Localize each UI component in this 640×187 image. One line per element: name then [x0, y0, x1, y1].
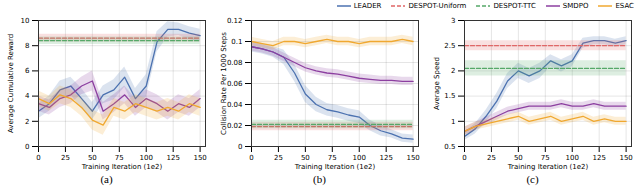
svg-text:0.1: 0.1	[231, 38, 242, 46]
svg-text:50: 50	[301, 154, 310, 162]
svg-text:6: 6	[25, 67, 30, 75]
svg-text:0.02: 0.02	[227, 122, 243, 130]
svg-text:150: 150	[406, 154, 419, 162]
svg-text:0: 0	[462, 154, 466, 162]
svg-text:0.12: 0.12	[227, 17, 243, 25]
html-text:DESPOT-TTC: DESPOT-TTC	[493, 2, 536, 10]
svg-text:0.08: 0.08	[227, 59, 243, 67]
svg-text:0: 0	[249, 154, 253, 162]
svg-text:Training Iteration (1e2): Training Iteration (1e2)	[507, 163, 589, 171]
svg-text:Collision Rate Per 1000 Steps: Collision Rate Per 1000 Steps	[220, 32, 228, 135]
svg-text:1: 1	[451, 118, 455, 126]
svg-text:Average Speed: Average Speed	[433, 57, 441, 110]
svg-text:100: 100	[566, 154, 579, 162]
html-text:ESAC: ESAC	[615, 2, 634, 10]
svg-text:2.5: 2.5	[444, 42, 455, 50]
svg-text:75: 75	[541, 154, 550, 162]
svg-text:0.04: 0.04	[227, 101, 243, 109]
svg-text:100: 100	[140, 154, 153, 162]
svg-text:50: 50	[514, 154, 523, 162]
svg-text:25: 25	[61, 154, 70, 162]
svg-text:25: 25	[487, 154, 496, 162]
svg-text:Average Cumulative Reward: Average Cumulative Reward	[7, 34, 15, 133]
svg-text:100: 100	[353, 154, 366, 162]
svg-text:150: 150	[619, 154, 632, 162]
html-text:(a): (a)	[100, 173, 113, 185]
svg-text:75: 75	[115, 154, 124, 162]
svg-text:10: 10	[21, 17, 30, 25]
svg-text:0: 0	[25, 143, 29, 151]
svg-text:125: 125	[166, 154, 179, 162]
svg-text:0: 0	[238, 143, 242, 151]
html-text:SMDPO: SMDPO	[562, 2, 589, 10]
svg-text:2: 2	[451, 67, 455, 75]
svg-text:1.5: 1.5	[444, 92, 455, 100]
svg-text:0.5: 0.5	[444, 143, 455, 151]
html-text:(b): (b)	[313, 173, 326, 185]
svg-text:2: 2	[25, 118, 29, 126]
svg-text:3: 3	[451, 17, 455, 25]
svg-text:Training Iteration (1e2): Training Iteration (1e2)	[81, 163, 163, 171]
svg-text:25: 25	[274, 154, 283, 162]
svg-text:0: 0	[36, 154, 40, 162]
svg-text:75: 75	[328, 154, 337, 162]
html-text:DESPOT-Uniform: DESPOT-Uniform	[408, 2, 467, 10]
svg-text:8: 8	[25, 42, 29, 50]
svg-text:125: 125	[379, 154, 392, 162]
svg-text:0.06: 0.06	[227, 80, 243, 88]
html-text:LEADER: LEADER	[353, 2, 382, 10]
svg-text:150: 150	[193, 154, 206, 162]
svg-text:Training Iteration (1e2): Training Iteration (1e2)	[294, 163, 376, 171]
svg-text:4: 4	[25, 92, 30, 100]
svg-text:125: 125	[592, 154, 605, 162]
html-text:(c): (c)	[526, 173, 539, 185]
svg-text:50: 50	[88, 154, 97, 162]
